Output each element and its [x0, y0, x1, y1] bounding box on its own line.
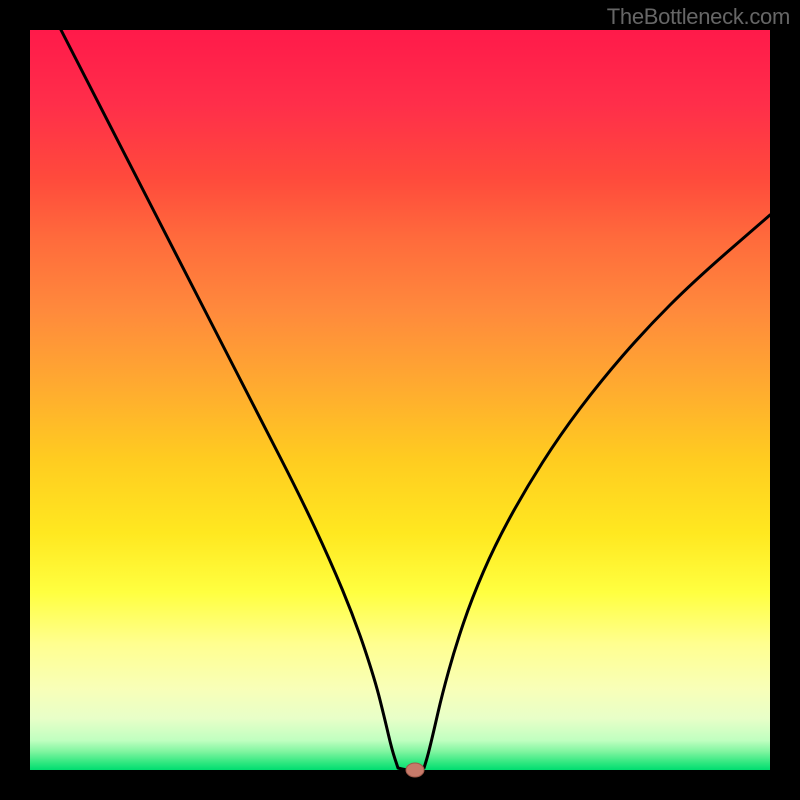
valley-marker — [406, 763, 424, 777]
bottleneck-chart — [0, 0, 800, 800]
watermark-text: TheBottleneck.com — [607, 4, 790, 30]
chart-container: TheBottleneck.com — [0, 0, 800, 800]
gradient-plot-area — [30, 30, 770, 770]
